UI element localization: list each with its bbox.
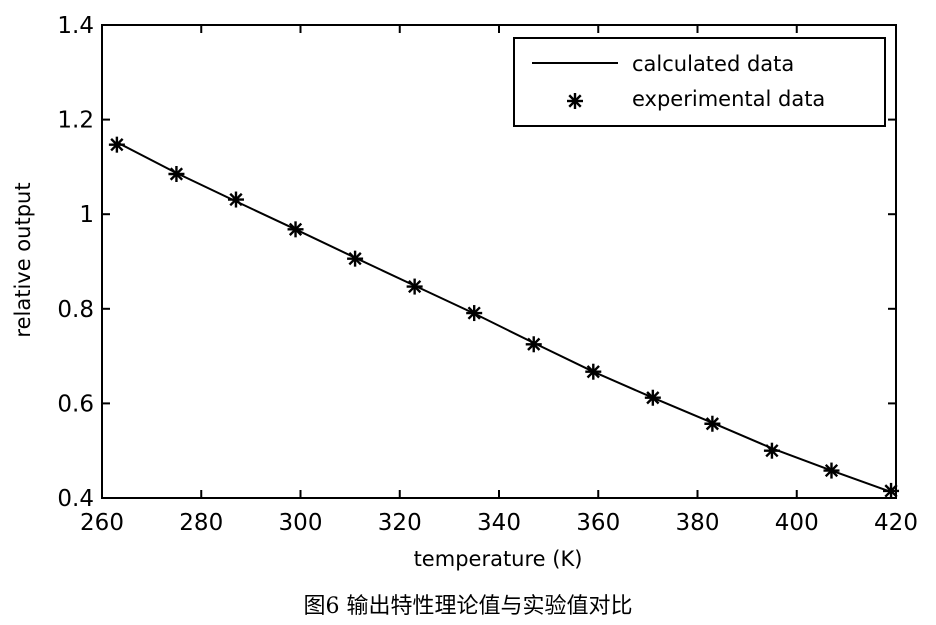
x-tick-label: 380 <box>676 510 720 536</box>
experimental-data-point <box>168 165 185 182</box>
experimental-data-point <box>585 363 602 380</box>
experimental-data-point <box>883 482 900 499</box>
x-tick-label: 280 <box>179 510 223 536</box>
experimental-data-point <box>287 221 304 238</box>
experimental-data-point <box>466 305 483 322</box>
y-tick-label: 1 <box>79 202 94 228</box>
series-lines <box>116 141 892 493</box>
x-tick-label: 300 <box>279 510 323 536</box>
x-tick-label: 420 <box>874 510 918 536</box>
experimental-data-point <box>347 250 364 267</box>
experimental-data-point <box>525 336 542 353</box>
x-tick-label: 340 <box>477 510 521 536</box>
experimental-data-point <box>227 191 244 208</box>
legend-label-calculated: calculated data <box>632 52 794 76</box>
y-tick-label: 0.6 <box>57 391 94 417</box>
y-tick-label: 1.2 <box>57 108 94 134</box>
chart: 260 280 300 320 340 360 380 400 420 0.4 0.6 0.8 1 1.2… <box>11 13 918 571</box>
calculated-data-line <box>116 141 892 493</box>
x-axis-label: temperature (K) <box>414 547 583 571</box>
experimental-data-point <box>823 462 840 479</box>
legend: calculated data experimental data <box>513 37 886 127</box>
experimental-data-point <box>406 278 423 295</box>
x-tick-label: 400 <box>775 510 819 536</box>
legend-label-experimental: experimental data <box>632 87 825 111</box>
y-tick-label: 1.4 <box>57 13 94 39</box>
experimental-data-point <box>704 415 721 432</box>
legend-asterisk-marker <box>567 93 583 109</box>
x-tick-label: 360 <box>576 510 620 536</box>
legend-asterisk <box>567 93 583 109</box>
experimental-data-point <box>763 442 780 459</box>
y-axis-label: relative output <box>11 182 35 337</box>
y-tick-label: 0.8 <box>57 297 94 323</box>
x-tick-label: 320 <box>378 510 422 536</box>
figure-caption: 图6 输出特性理论值与实验值对比 <box>303 594 633 619</box>
series-markers <box>108 136 900 499</box>
y-tick-label: 0.4 <box>57 486 94 512</box>
x-tick-label: 260 <box>80 510 124 536</box>
tick-labels: 260 280 300 320 340 360 380 400 420 0.4 0.6 0.8 1 1.2… <box>57 13 918 536</box>
experimental-data-point <box>108 136 125 153</box>
legend-box <box>513 37 886 127</box>
experimental-data-point <box>644 389 661 406</box>
